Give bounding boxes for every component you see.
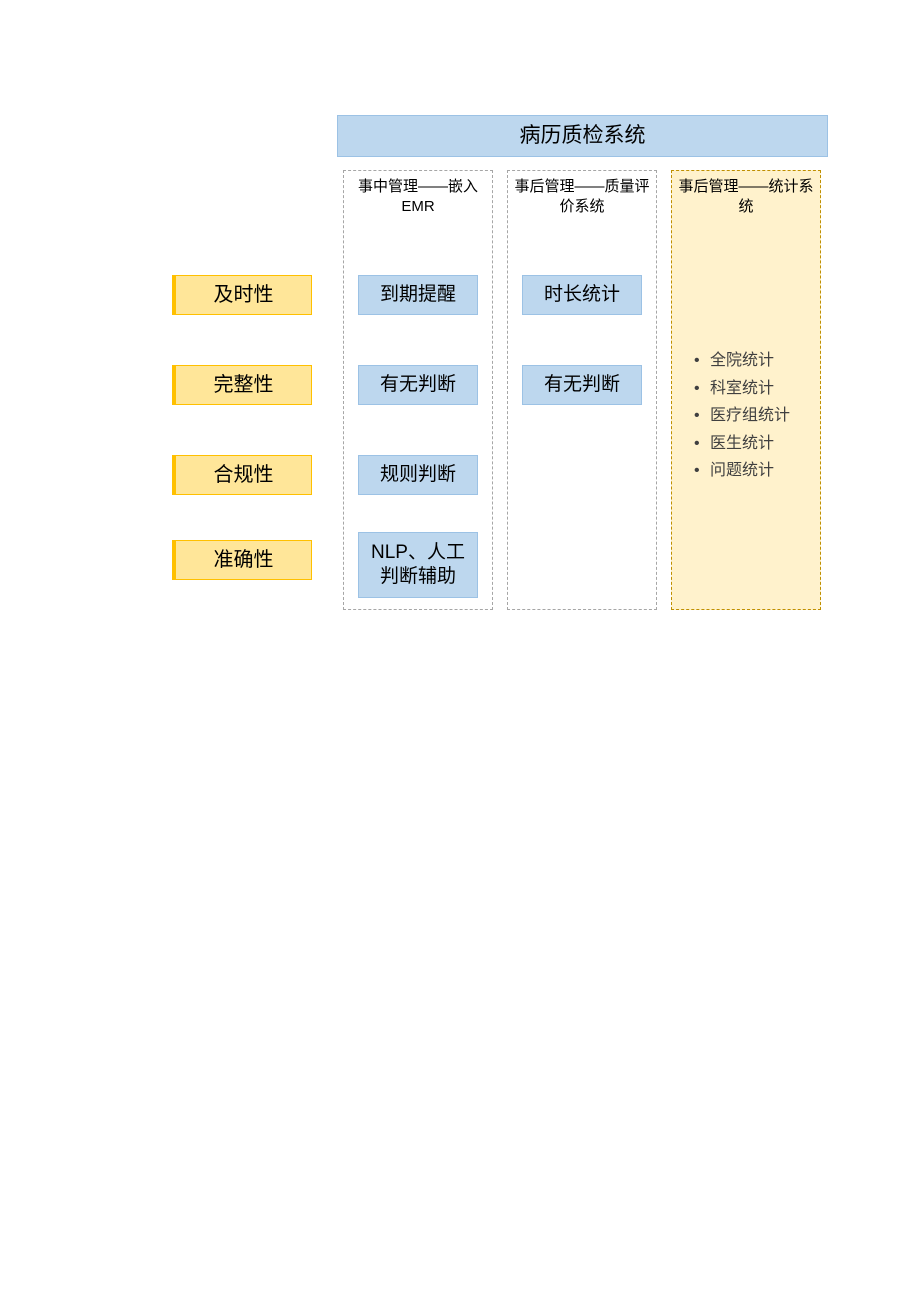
- cell-col1-row1: 到期提醒: [358, 275, 478, 315]
- row-label-compliance: 合规性: [172, 455, 312, 495]
- cell-c2r1-text: 时长统计: [544, 283, 620, 307]
- cell-col2-row1: 时长统计: [522, 275, 642, 315]
- column-2-title: 事后管理——质量评价系统: [508, 177, 656, 216]
- header-bar: 病历质检系统: [337, 115, 828, 157]
- stat-item-4: 医生统计: [688, 433, 814, 455]
- row-label-completeness: 完整性: [172, 365, 312, 405]
- column-3-stat-list: 全院统计 科室统计 医疗组统计 医生统计 问题统计: [688, 350, 814, 488]
- cell-col1-row4: NLP、人工判断辅助: [358, 532, 478, 598]
- row-label-4-text: 准确性: [214, 548, 274, 573]
- stat-item-2: 科室统计: [688, 378, 814, 400]
- cell-col2-row2: 有无判断: [522, 365, 642, 405]
- row-label-2-text: 完整性: [214, 373, 274, 398]
- cell-col1-row3: 规则判断: [358, 455, 478, 495]
- cell-col1-row2: 有无判断: [358, 365, 478, 405]
- stat-item-1: 全院统计: [688, 350, 814, 372]
- cell-c1r3-text: 规则判断: [380, 463, 456, 487]
- column-1-title: 事中管理——嵌入EMR: [344, 177, 492, 216]
- row-label-accuracy: 准确性: [172, 540, 312, 580]
- stat-item-5: 问题统计: [688, 460, 814, 482]
- cell-c2r2-text: 有无判断: [544, 373, 620, 397]
- cell-c1r4-text: NLP、人工判断辅助: [363, 541, 473, 589]
- row-label-timeliness: 及时性: [172, 275, 312, 315]
- stat-item-3: 医疗组统计: [688, 405, 814, 427]
- cell-c1r2-text: 有无判断: [380, 373, 456, 397]
- row-label-1-text: 及时性: [214, 283, 274, 308]
- cell-c1r1-text: 到期提醒: [380, 283, 456, 307]
- header-title: 病历质检系统: [520, 123, 646, 149]
- row-label-3-text: 合规性: [214, 463, 274, 488]
- diagram-canvas: 病历质检系统 事中管理——嵌入EMR 事后管理——质量评价系统 事后管理——统计…: [0, 0, 920, 1302]
- column-3-title: 事后管理——统计系统: [672, 177, 820, 216]
